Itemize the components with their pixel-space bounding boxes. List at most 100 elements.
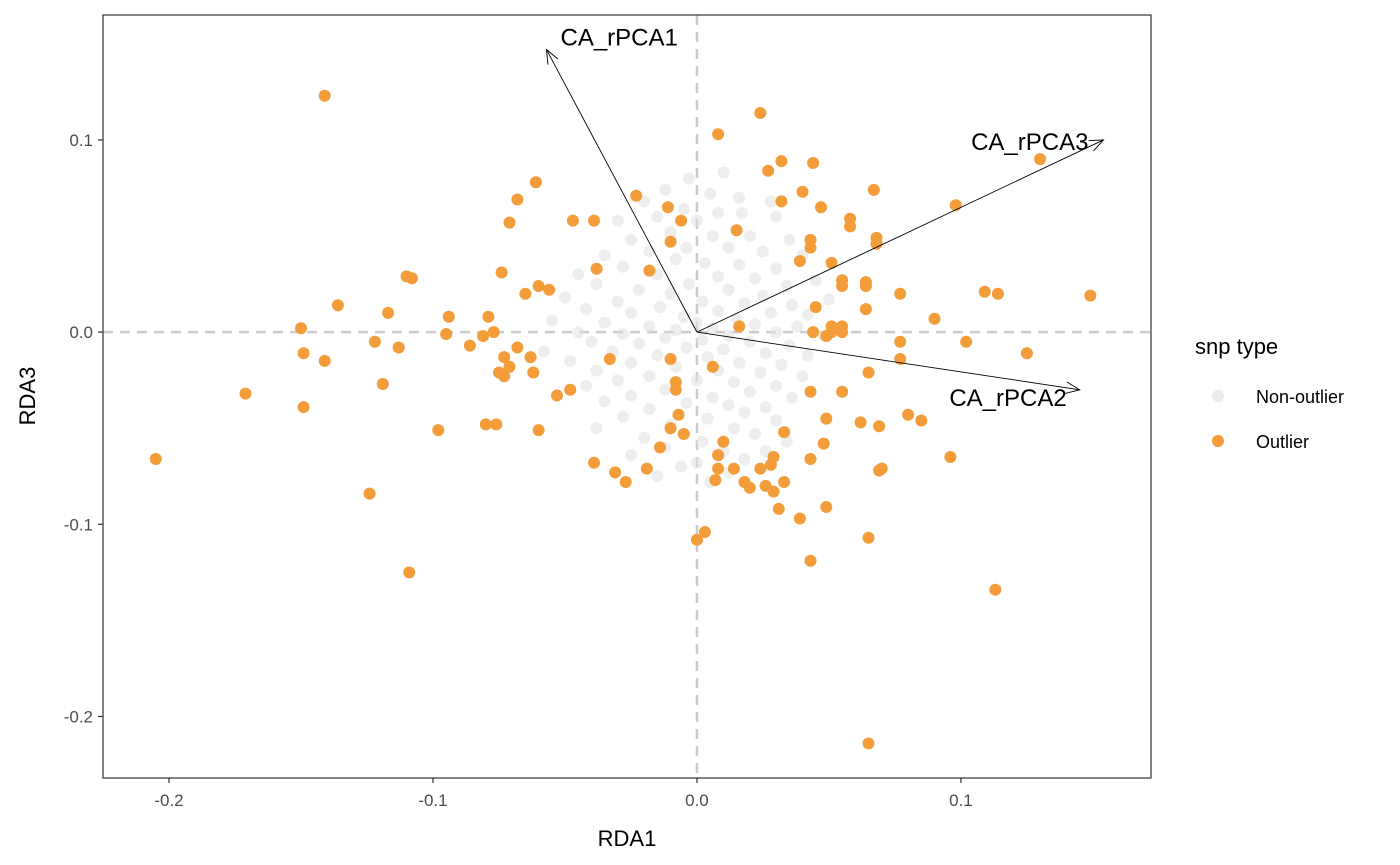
non-outlier-point-8: [712, 207, 725, 219]
non-outlier-point-53: [801, 308, 814, 321]
legend-label-outlier: Outlier: [1256, 432, 1309, 452]
outlier-point-73: [664, 353, 677, 365]
arrow-ca-rpca3-head: [1088, 139, 1105, 152]
outlier-point-64: [368, 335, 381, 348]
outlier-point-66: [463, 339, 476, 352]
outlier-point-51: [859, 303, 872, 316]
non-outlier-point-67: [722, 330, 735, 342]
non-outlier-point-18: [783, 233, 796, 246]
non-outlier-point-13: [691, 214, 703, 227]
non-outlier-point-103: [598, 395, 611, 408]
non-outlier-point-3: [704, 187, 717, 200]
non-outlier-point-21: [756, 245, 769, 258]
outlier-point-31: [590, 262, 603, 275]
outlier-point-42: [894, 287, 907, 300]
outlier-point-109: [712, 449, 725, 462]
non-outlier-point-92: [796, 370, 809, 383]
outlier-point-99: [479, 418, 492, 431]
non-outlier-point-99: [743, 385, 756, 398]
non-outlier-point-101: [706, 391, 719, 404]
outlier-point-55: [477, 330, 490, 342]
non-outlier-point-2: [659, 183, 672, 196]
outlier-point-139: [989, 583, 1002, 596]
outlier-point-24: [870, 237, 883, 250]
outlier-point-84: [239, 387, 252, 400]
non-outlier-point-36: [590, 278, 603, 291]
outlier-point-32: [495, 266, 508, 279]
outlier-point-11: [1034, 153, 1047, 166]
outlier-point-5: [762, 164, 775, 177]
non-outlier-point-56: [545, 314, 558, 327]
non-outlier-point-114: [727, 422, 740, 435]
outlier-point-115: [764, 458, 777, 471]
non-outlier-point-19: [680, 241, 693, 254]
non-outlier-point-49: [580, 303, 593, 316]
y-axis-title: RDA3: [15, 367, 40, 426]
outlier-point-123: [619, 476, 632, 488]
y-axis: 0.1 0.0 -0.1 -0.2: [64, 131, 103, 726]
legend: snp type Non-outlier Outlier: [1195, 334, 1344, 452]
outlier-point-2: [754, 107, 767, 119]
non-outlier-point-100: [625, 389, 637, 402]
non-outlier-point-35: [683, 278, 695, 291]
x-tick-label-1: -0.1: [418, 791, 447, 810]
non-outlier-point-1: [717, 166, 730, 179]
outlier-point-138: [403, 566, 416, 579]
non-outlier-point-52: [764, 306, 777, 319]
non-outlier-point-58: [691, 316, 703, 329]
x-tick-label-2: 0.0: [685, 791, 709, 810]
non-outlier-point-65: [770, 326, 783, 339]
outlier-point-49: [482, 310, 495, 323]
arrow-ca-rpca1-shaft: [546, 49, 698, 333]
non-outlier-point-81: [801, 349, 814, 362]
outlier-point-82: [706, 360, 719, 373]
non-outlier-point-108: [738, 406, 751, 419]
outlier-point-140: [862, 737, 875, 750]
outlier-point-21: [844, 220, 857, 233]
outlier-point-46: [331, 299, 344, 312]
non-outlier-point-93: [611, 374, 624, 387]
non-outlier-point-38: [632, 283, 645, 296]
outlier-point-0: [318, 89, 331, 102]
non-outlier-point-45: [696, 295, 709, 308]
non-outlier-point-75: [680, 341, 693, 354]
non-outlier-point-14: [664, 226, 677, 239]
non-outlier-point-123: [738, 453, 751, 465]
non-outlier-point-66: [617, 328, 629, 340]
non-outlier-point-111: [770, 414, 783, 427]
non-outlier-point-32: [712, 270, 725, 283]
non-outlier-point-33: [749, 272, 761, 285]
outlier-point-116: [712, 462, 725, 475]
outlier-point-133: [793, 512, 806, 525]
non-outlier-point-125: [675, 460, 688, 473]
outlier-points: [149, 89, 1097, 750]
outlier-point-137: [804, 554, 817, 567]
non-outlier-point-73: [632, 337, 645, 350]
outlier-point-95: [915, 414, 928, 427]
outlier-point-113: [149, 453, 162, 465]
non-outlier-point-110: [701, 412, 714, 425]
x-axis-title: RDA1: [598, 826, 657, 851]
outlier-point-12: [529, 176, 542, 189]
non-outlier-point-57: [598, 316, 611, 329]
outlier-point-131: [772, 502, 785, 515]
y-tick-label-0: 0.1: [69, 131, 93, 150]
y-tick-label-1: 0.0: [69, 323, 93, 342]
outlier-point-13: [511, 193, 524, 206]
non-outlier-point-71: [585, 335, 598, 348]
outlier-point-81: [527, 366, 540, 379]
non-outlier-point-124: [691, 456, 703, 469]
outlier-point-44: [991, 287, 1004, 300]
non-outlier-point-115: [749, 428, 761, 440]
outlier-point-1: [712, 128, 725, 141]
outlier-point-136: [862, 531, 875, 544]
outlier-point-117: [727, 462, 740, 475]
outlier-point-83: [862, 366, 875, 379]
outlier-point-28: [793, 255, 806, 267]
outlier-point-57: [733, 320, 746, 333]
outlier-point-43: [978, 285, 991, 298]
outlier-point-54: [440, 328, 453, 340]
outlier-point-70: [498, 351, 511, 364]
outlier-point-86: [376, 378, 389, 390]
non-outlier-point-27: [733, 258, 746, 271]
